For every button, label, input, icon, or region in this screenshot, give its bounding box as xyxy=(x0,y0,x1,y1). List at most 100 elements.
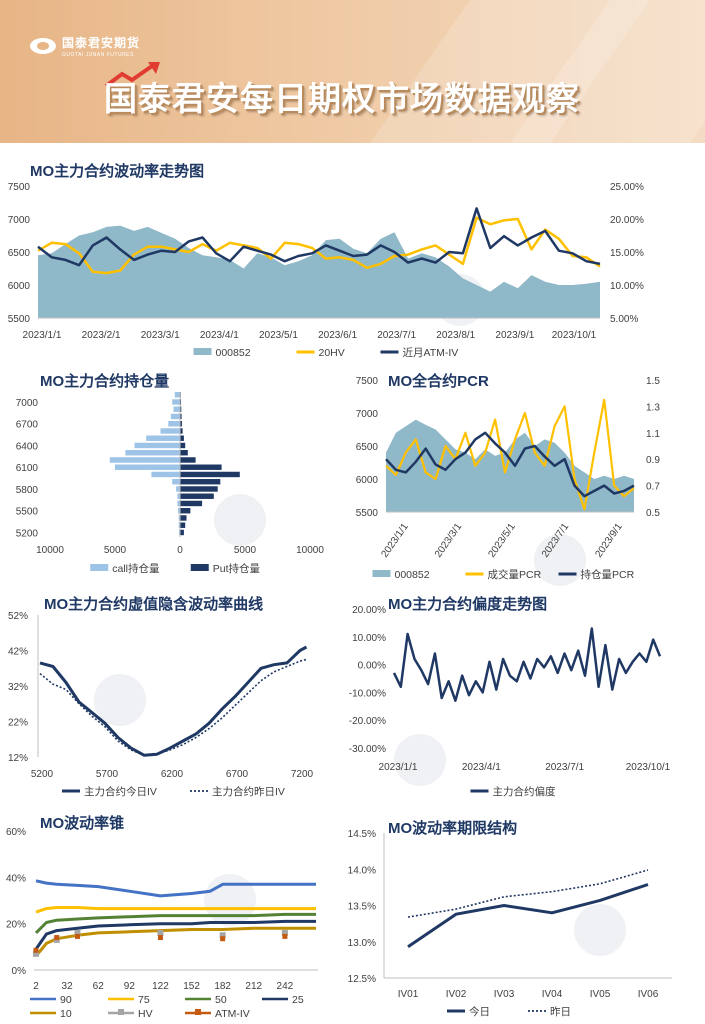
legend-label: Put持仓量 xyxy=(213,562,261,575)
x-tick-label: 2023/2/1 xyxy=(82,330,121,341)
x-tick-label: 10000 xyxy=(36,545,64,556)
put-bar xyxy=(180,479,221,485)
series-cone-50-line xyxy=(34,912,316,934)
y-left-tick-label: 7500 xyxy=(8,182,31,193)
x-tick-label: 6700 xyxy=(226,769,249,780)
call-bar xyxy=(174,392,180,398)
x-tick-label: 10000 xyxy=(296,545,324,556)
x-tick-label: 2023/3/1 xyxy=(433,521,465,560)
series-volume-pcr-line xyxy=(385,398,635,511)
y-tick-label: 6400 xyxy=(16,441,39,452)
legend-marker xyxy=(118,1009,124,1015)
y-right-tick-label: 20.00% xyxy=(610,215,644,226)
y-tick-label: 6100 xyxy=(16,463,39,474)
y-right-tick-label: 0.9 xyxy=(646,455,660,466)
legend-label: 今日 xyxy=(469,1005,490,1018)
put-bar xyxy=(180,471,240,478)
put-bar xyxy=(180,486,218,492)
atm-iv-marker xyxy=(157,935,163,941)
atm-iv-marker xyxy=(33,947,39,953)
legend-label: HV xyxy=(138,1008,153,1020)
y-tick-label: 14.0% xyxy=(348,865,376,876)
call-bar xyxy=(178,522,180,528)
x-tick-label: 0 xyxy=(177,545,183,556)
atm-iv-marker xyxy=(282,933,288,939)
put-bar xyxy=(180,464,222,470)
series-yesterday-iv-line xyxy=(39,658,307,757)
x-tick-label: 122 xyxy=(152,981,169,992)
legend-swatch xyxy=(90,564,109,571)
y-tick-label: 20.00% xyxy=(352,605,386,616)
x-tick-label: 2023/4/1 xyxy=(462,762,501,773)
legend-label: 000852 xyxy=(395,569,430,581)
atm-iv-marker xyxy=(220,936,226,942)
put-bar xyxy=(180,457,196,463)
x-tick-label: 2023/3/1 xyxy=(141,330,180,341)
y-tick-label: 0.00% xyxy=(358,661,386,672)
y-right-tick-label: 1.5 xyxy=(646,376,660,387)
put-bar xyxy=(180,450,188,456)
call-bar xyxy=(178,508,180,514)
y-tick-label: -20.00% xyxy=(349,716,386,727)
y-left-tick-label: 5500 xyxy=(8,314,31,325)
y-left-tick-label: 7500 xyxy=(356,376,379,387)
y-tick-label: 42% xyxy=(8,647,28,658)
y-tick-label: -10.00% xyxy=(349,688,386,699)
y-tick-label: 5200 xyxy=(16,528,39,539)
rising-arrow-icon xyxy=(104,62,160,88)
x-tick-label: 92 xyxy=(124,981,136,992)
put-bar xyxy=(180,493,214,499)
x-tick-label: IV03 xyxy=(494,989,515,1000)
legend-label: 主力合约昨日IV xyxy=(212,785,285,798)
series-today-iv-line xyxy=(39,645,308,757)
x-tick-label: 2023/10/1 xyxy=(552,330,597,341)
logo-cn: 国泰君安期货 xyxy=(62,36,141,50)
x-tick-label: 2 xyxy=(33,981,39,992)
legend-label: 近月ATM-IV xyxy=(403,346,459,359)
legend-label: 成交量PCR xyxy=(488,568,542,581)
call-bar xyxy=(146,435,180,441)
legend-swatch xyxy=(190,564,209,571)
put-bar xyxy=(180,435,184,441)
call-bar xyxy=(168,421,180,427)
y-tick-label: 12.5% xyxy=(348,974,376,985)
x-tick-label: 242 xyxy=(277,981,294,992)
put-bar xyxy=(180,442,186,449)
legend-label: 10 xyxy=(60,1008,72,1020)
y-left-tick-label: 5500 xyxy=(356,508,379,519)
x-tick-label: IV05 xyxy=(590,989,611,1000)
x-tick-label: 2023/10/1 xyxy=(626,762,671,773)
hv-marker xyxy=(219,932,226,939)
y-right-tick-label: 1.1 xyxy=(646,429,660,440)
y-tick-label: 12% xyxy=(8,753,28,764)
hv-marker xyxy=(281,929,288,936)
hv-marker xyxy=(157,929,164,936)
x-tick-label: 182 xyxy=(214,981,231,992)
y-tick-label: 7000 xyxy=(16,398,39,409)
put-bar xyxy=(180,515,187,521)
series-cone-90-line xyxy=(35,879,316,898)
x-tick-label: 2023/5/1 xyxy=(259,330,298,341)
series-skew-line xyxy=(392,627,662,702)
x-tick-label: 6200 xyxy=(161,769,184,780)
y-tick-label: 40% xyxy=(6,873,26,884)
legend-label: 25 xyxy=(292,994,304,1006)
legend-label: 持仓量PCR xyxy=(581,568,635,581)
legend-label: 主力合约偏度 xyxy=(493,785,556,798)
y-tick-label: 60% xyxy=(6,827,26,838)
series-000852-area xyxy=(386,419,634,512)
y-left-tick-label: 6500 xyxy=(356,442,379,453)
series-000852-area xyxy=(38,225,600,318)
put-bar xyxy=(180,529,184,536)
y-tick-label: 0% xyxy=(12,966,27,977)
y-left-tick-label: 7000 xyxy=(356,409,379,420)
x-tick-label: 2023/8/1 xyxy=(436,330,475,341)
x-tick-label: 7200 xyxy=(291,769,314,780)
x-tick-label: IV01 xyxy=(398,989,419,1000)
page-title: 国泰君安每日期权市场数据观察 xyxy=(104,80,580,117)
call-bar xyxy=(176,486,180,492)
hv-marker xyxy=(74,929,81,936)
smile-title: MO主力合约虚值隐含波动率曲线 xyxy=(44,595,263,613)
x-tick-label: 2023/1/1 xyxy=(379,762,418,773)
